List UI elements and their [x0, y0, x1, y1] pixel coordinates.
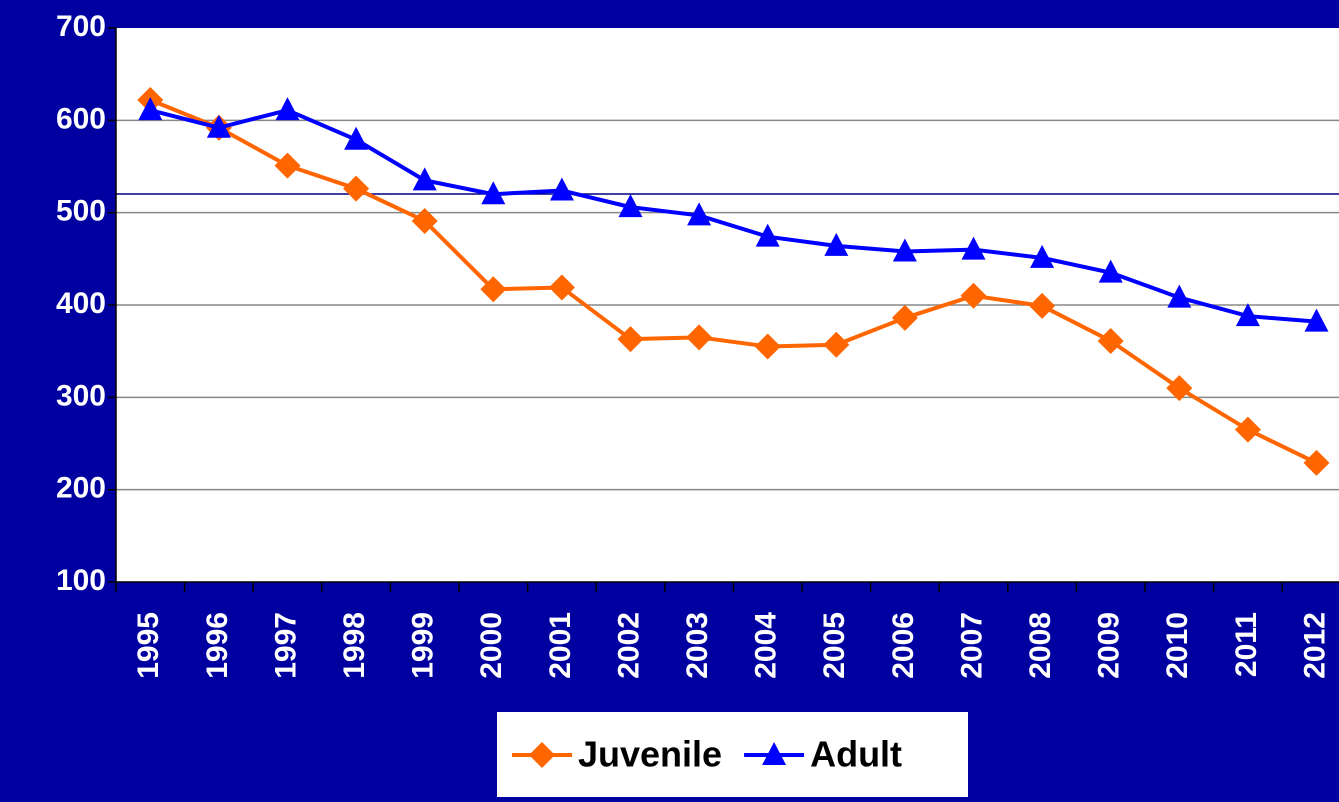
- x-tick-label: 2002: [612, 612, 645, 679]
- marker: [892, 238, 917, 262]
- x-tick-label: 2007: [955, 612, 988, 679]
- x-tick-label: 1999: [407, 612, 440, 679]
- marker: [343, 175, 370, 202]
- y-tick-label: 700: [56, 10, 106, 43]
- marker: [686, 324, 713, 351]
- x-tick-label: 1998: [338, 612, 371, 679]
- marker: [481, 181, 506, 205]
- marker: [274, 152, 301, 179]
- x-tick-label: 2008: [1024, 612, 1057, 679]
- marker: [961, 236, 986, 260]
- marker: [1166, 375, 1193, 402]
- y-tick-label: 300: [56, 379, 106, 412]
- marker: [618, 194, 643, 218]
- marker: [1167, 284, 1192, 308]
- marker: [412, 167, 437, 191]
- x-tick-label: 2012: [1298, 612, 1331, 679]
- y-tick-label: 100: [56, 564, 106, 597]
- marker: [960, 282, 987, 309]
- x-tick-label: 1997: [269, 612, 302, 679]
- marker: [206, 114, 231, 138]
- marker: [529, 742, 555, 768]
- marker: [755, 223, 780, 247]
- y-tick-label: 200: [56, 472, 106, 505]
- legend-box: [497, 712, 968, 797]
- series-line: [149, 98, 1318, 465]
- x-tick-label: 2010: [1161, 612, 1194, 679]
- marker: [549, 177, 574, 201]
- marker: [1304, 308, 1329, 332]
- legend-label: Juvenile: [578, 734, 722, 775]
- marker: [1097, 328, 1124, 355]
- x-tick-label: 2000: [475, 612, 508, 679]
- x-tick-label: 2005: [818, 612, 851, 679]
- marker: [823, 331, 850, 358]
- x-tick-label: 2009: [1093, 612, 1126, 679]
- x-tick-label: 2003: [681, 612, 714, 679]
- marker: [1235, 303, 1260, 327]
- marker: [1234, 416, 1261, 443]
- y-tick-label: 600: [56, 102, 106, 135]
- marker: [1029, 292, 1056, 319]
- x-tick-label: 2001: [544, 612, 577, 679]
- marker: [1303, 449, 1330, 476]
- x-tick-label: 1995: [132, 612, 165, 679]
- marker: [344, 126, 369, 150]
- y-tick-label: 500: [56, 195, 106, 228]
- marker: [891, 304, 918, 331]
- x-tick-label: 2011: [1230, 612, 1263, 677]
- y-tick-label: 400: [56, 287, 106, 320]
- marker: [1098, 259, 1123, 283]
- x-tick-label: 2004: [750, 612, 783, 679]
- x-tick-label: 2006: [887, 612, 920, 679]
- marker: [480, 276, 507, 303]
- marker: [138, 97, 163, 121]
- marker: [1030, 244, 1055, 268]
- marker: [762, 742, 787, 765]
- marker: [275, 97, 300, 121]
- marker: [687, 202, 712, 226]
- marker: [617, 326, 644, 353]
- marker: [411, 207, 438, 234]
- legend-label: Adult: [810, 734, 902, 775]
- x-tick-label: 1996: [201, 612, 234, 679]
- marker: [754, 333, 781, 360]
- marker: [824, 232, 849, 256]
- marker: [548, 274, 575, 301]
- series-line: [149, 108, 1317, 324]
